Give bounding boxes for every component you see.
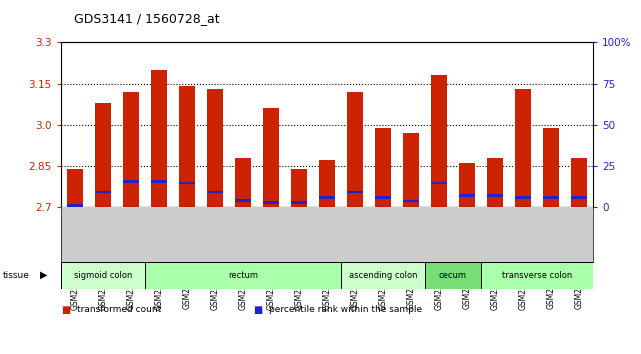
Bar: [235, 158, 251, 207]
Bar: [123, 92, 138, 207]
Bar: [459, 194, 474, 197]
Text: GDS3141 / 1560728_at: GDS3141 / 1560728_at: [74, 12, 219, 25]
Bar: [515, 196, 531, 199]
Bar: [67, 169, 83, 207]
Text: ▶: ▶: [40, 270, 47, 280]
Bar: [543, 196, 558, 199]
Bar: [425, 262, 481, 289]
Bar: [61, 262, 145, 289]
Bar: [291, 169, 306, 207]
Bar: [403, 133, 419, 207]
Bar: [96, 191, 111, 193]
Bar: [431, 75, 447, 207]
Bar: [207, 191, 222, 193]
Text: percentile rank within the sample: percentile rank within the sample: [269, 305, 422, 314]
Text: rectum: rectum: [228, 271, 258, 280]
Bar: [375, 127, 390, 207]
Bar: [543, 127, 558, 207]
Text: tissue: tissue: [3, 271, 30, 280]
Bar: [151, 70, 167, 207]
Bar: [291, 201, 306, 204]
Text: transformed count: transformed count: [77, 305, 161, 314]
Text: ■: ■: [61, 305, 70, 315]
Bar: [459, 163, 474, 207]
Bar: [319, 160, 335, 207]
Bar: [207, 89, 222, 207]
Bar: [347, 92, 363, 207]
Bar: [123, 180, 138, 183]
Bar: [235, 199, 251, 201]
Text: transverse colon: transverse colon: [502, 271, 572, 280]
Bar: [403, 200, 419, 202]
Bar: [319, 196, 335, 199]
Bar: [145, 262, 341, 289]
Bar: [341, 262, 425, 289]
Bar: [179, 86, 195, 207]
Text: ascending colon: ascending colon: [349, 271, 417, 280]
Bar: [263, 201, 279, 204]
Bar: [263, 108, 279, 207]
Bar: [67, 204, 83, 207]
Bar: [481, 262, 593, 289]
Bar: [347, 191, 363, 193]
Bar: [375, 196, 390, 199]
Text: ■: ■: [253, 305, 262, 315]
Bar: [571, 196, 587, 199]
Bar: [151, 180, 167, 183]
Bar: [179, 182, 195, 184]
Bar: [515, 89, 531, 207]
Bar: [96, 103, 111, 207]
Text: sigmoid colon: sigmoid colon: [74, 271, 132, 280]
Text: cecum: cecum: [439, 271, 467, 280]
Bar: [487, 194, 503, 197]
Bar: [431, 182, 447, 184]
Bar: [487, 158, 503, 207]
Bar: [571, 158, 587, 207]
